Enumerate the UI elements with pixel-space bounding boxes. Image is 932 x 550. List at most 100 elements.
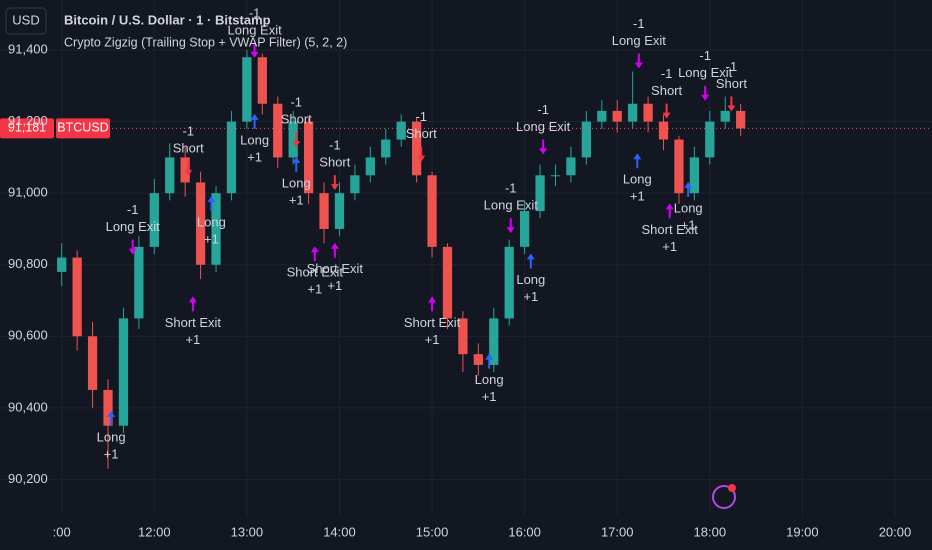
candle-body [257, 57, 267, 104]
candle-body [643, 103, 653, 122]
symbol-box [56, 118, 110, 139]
signal-arrow-head [727, 105, 736, 112]
signal-label: Short [173, 140, 204, 155]
x-tick-label: 14:00 [323, 524, 356, 539]
signal-qty: +1 [681, 217, 696, 232]
logo [712, 484, 736, 509]
candle-body [149, 193, 159, 247]
signal-qty: -1 [633, 16, 645, 31]
candle-body [103, 389, 113, 426]
candle-body [504, 246, 514, 319]
candle-body [612, 110, 622, 122]
candle-body [334, 193, 345, 229]
currency[interactable]: USD [12, 12, 39, 27]
candle-body [658, 121, 669, 140]
signal-label: Long [282, 175, 311, 190]
candles [57, 50, 746, 469]
signal-qty: +1 [307, 282, 322, 297]
signal-label: Long [674, 200, 703, 215]
signal-qty: +1 [204, 232, 219, 247]
signal-label: Long Exit [228, 22, 283, 37]
signal-qty: -1 [329, 138, 341, 153]
signal-arrow-head [633, 153, 642, 160]
x-tick-label: 17:00 [601, 524, 634, 539]
signal-arrow-head [539, 148, 548, 155]
logo-dot [728, 484, 736, 492]
last-price-box [0, 118, 54, 139]
candle-body [72, 257, 82, 337]
x-tick-label: 19:00 [786, 524, 819, 539]
symbol-label: BTCUSD [57, 121, 108, 135]
last-price-label: 91,181 [8, 121, 46, 135]
currency-button[interactable] [5, 7, 47, 35]
signal-qty: -1 [249, 5, 261, 20]
signal-qty: +1 [662, 239, 677, 254]
candle-body [566, 157, 576, 176]
signal-qty: +1 [630, 189, 645, 204]
candle-body [350, 175, 360, 194]
signal-arrow-head [107, 410, 116, 417]
signal-arrow-head [506, 227, 515, 234]
signal-label: Short [406, 126, 437, 141]
candle-body [689, 157, 699, 194]
signal-arrow-head [428, 296, 437, 303]
candle-body [628, 103, 638, 122]
y-tick-label: 91,400 [8, 42, 48, 57]
signal-label: Long Exit [612, 33, 667, 48]
signal-qty: +1 [104, 446, 119, 461]
signal-arrow-head [292, 156, 301, 163]
indicator-title: Crypto Zigzig (Trailing Stop + VWAP Filt… [64, 35, 347, 49]
signal-qty: -1 [182, 123, 194, 138]
signal-label: Long [97, 429, 126, 444]
signal-label: Long Exit [484, 198, 539, 213]
candle-body [365, 157, 375, 176]
y-tick-label: 90,400 [8, 399, 48, 414]
signal-qty: -1 [537, 102, 549, 117]
candle-body [195, 182, 206, 265]
signal-arrow-head [184, 169, 193, 176]
overlay: USD Bitcoin / U.S. Dollar · 1 · Bitstamp… [0, 7, 932, 139]
candle-body [705, 121, 715, 158]
candle-body [473, 354, 483, 365]
candle-body [736, 110, 746, 129]
signal-qty: -1 [415, 109, 427, 124]
y-tick-label: 90,600 [8, 328, 48, 343]
signal-arrow-head [701, 94, 710, 101]
candle-body [720, 110, 730, 122]
candle-body [489, 318, 499, 365]
x-tick-label: :00 [53, 524, 71, 539]
signal-label: Short Exit [642, 222, 699, 237]
y-tick-label: 91,000 [8, 185, 48, 200]
signal-qty: +1 [327, 278, 342, 293]
signal-arrow-head [250, 113, 259, 120]
candle-body [520, 211, 530, 247]
candle-body [211, 193, 221, 265]
candle-body [411, 121, 422, 176]
signal-qty: -1 [699, 48, 711, 63]
signal-label: Short [281, 112, 312, 127]
signal-arrow-head [292, 141, 301, 148]
signal-arrow-head [634, 62, 643, 69]
x-tick-label: 12:00 [138, 524, 171, 539]
candle-body [242, 57, 252, 122]
signal-qty: +1 [482, 389, 497, 404]
signal-label: Long [475, 372, 504, 387]
candle-body [226, 121, 237, 194]
signal-arrow-head [330, 184, 339, 191]
signal-qty: -1 [505, 181, 517, 196]
signal-arrow-head [250, 51, 259, 58]
candle-body [427, 175, 437, 247]
signal-label: Long [240, 132, 269, 147]
signal-qty: +1 [289, 192, 304, 207]
signal-arrow-head [417, 155, 426, 162]
signal-arrow-head [188, 296, 197, 303]
signal-label: Long Exit [516, 119, 571, 134]
signal-arrow-head [485, 353, 494, 360]
signal-label: Short [651, 83, 682, 98]
x-tick-label: 18:00 [694, 524, 727, 539]
candle-body [674, 139, 684, 194]
signal-qty: +1 [425, 332, 440, 347]
logo-ring [712, 485, 736, 509]
